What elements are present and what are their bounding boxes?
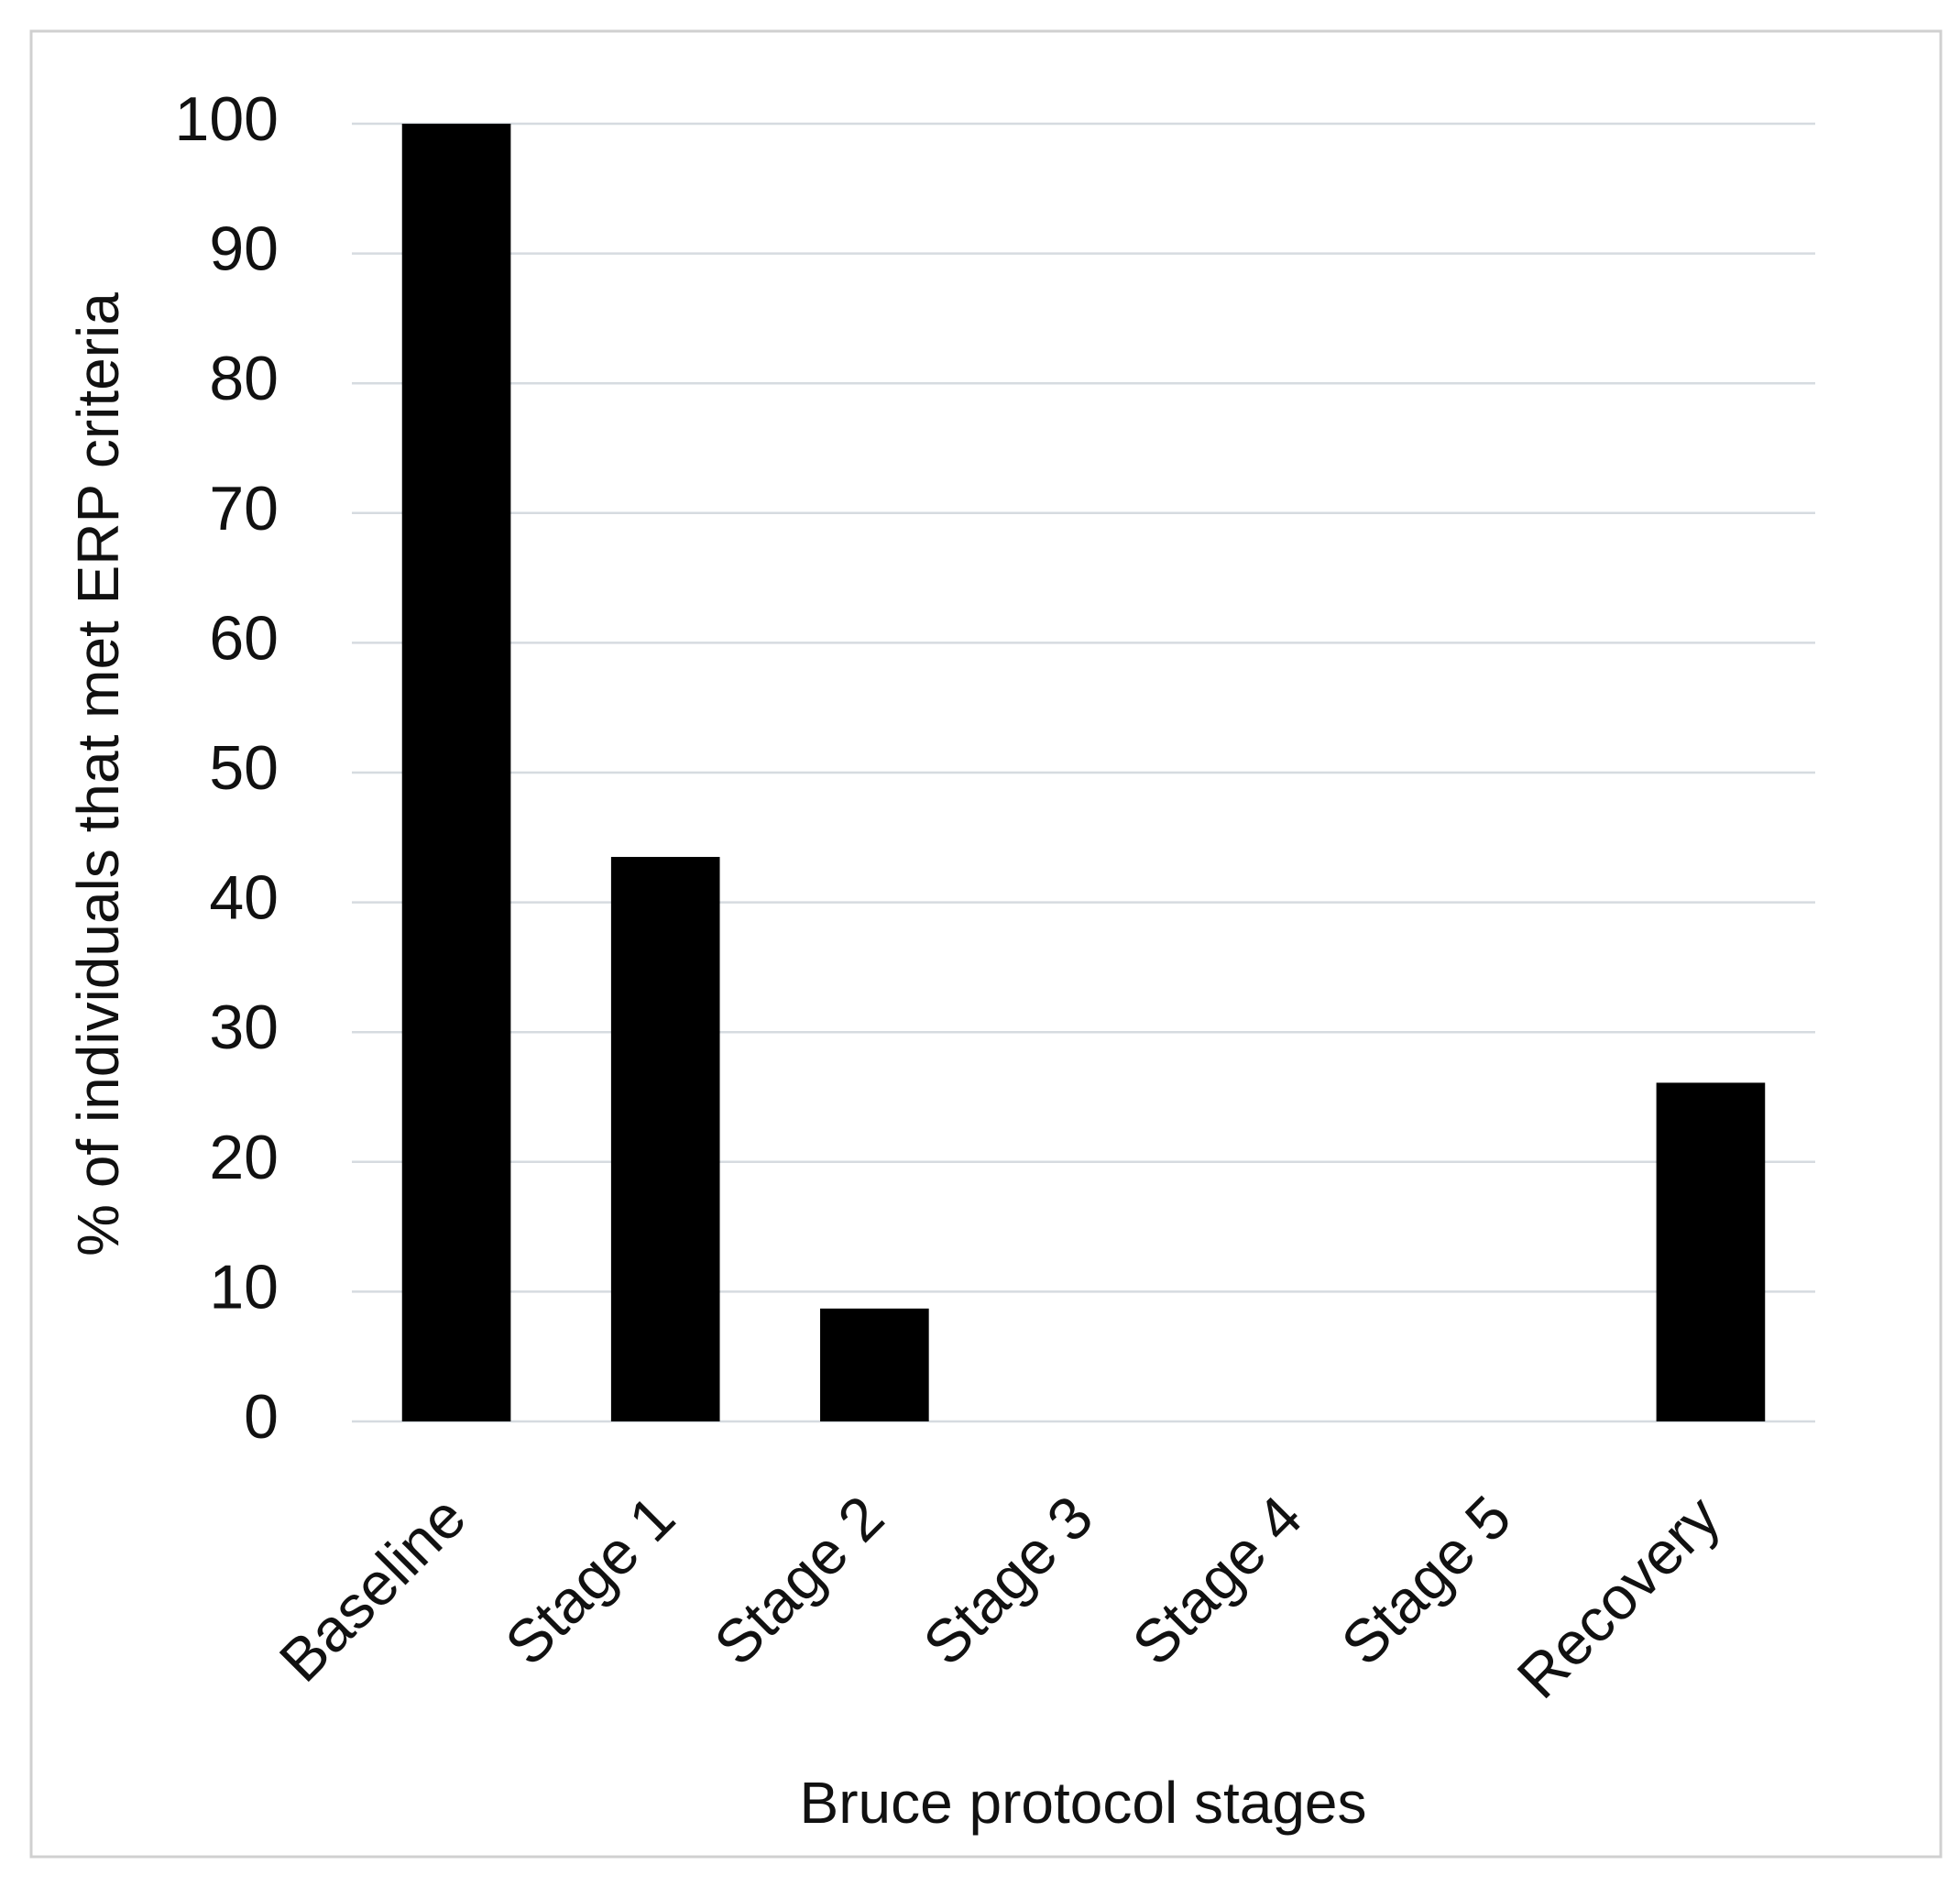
y-tick-label: 10 (209, 1252, 279, 1322)
chart-frame (29, 29, 1943, 1859)
y-tick-label: 20 (209, 1123, 279, 1192)
y-axis-title: % of individuals that met ERP criteria (65, 292, 131, 1256)
y-tick-label: 70 (209, 474, 279, 543)
y-tick-label: 40 (209, 863, 279, 933)
bar (820, 1308, 929, 1421)
y-tick-label: 50 (209, 733, 279, 803)
y-tick-label: 60 (209, 603, 279, 673)
y-tick-label: 0 (244, 1382, 279, 1452)
y-tick-label: 90 (209, 214, 279, 284)
y-tick-label: 100 (175, 84, 279, 154)
bar (401, 124, 511, 1421)
y-tick-label: 30 (209, 993, 279, 1062)
bar (610, 857, 720, 1421)
x-axis-title: Bruce protocol stages (800, 1770, 1367, 1836)
y-tick-label: 80 (209, 344, 279, 413)
bar (1656, 1082, 1766, 1421)
